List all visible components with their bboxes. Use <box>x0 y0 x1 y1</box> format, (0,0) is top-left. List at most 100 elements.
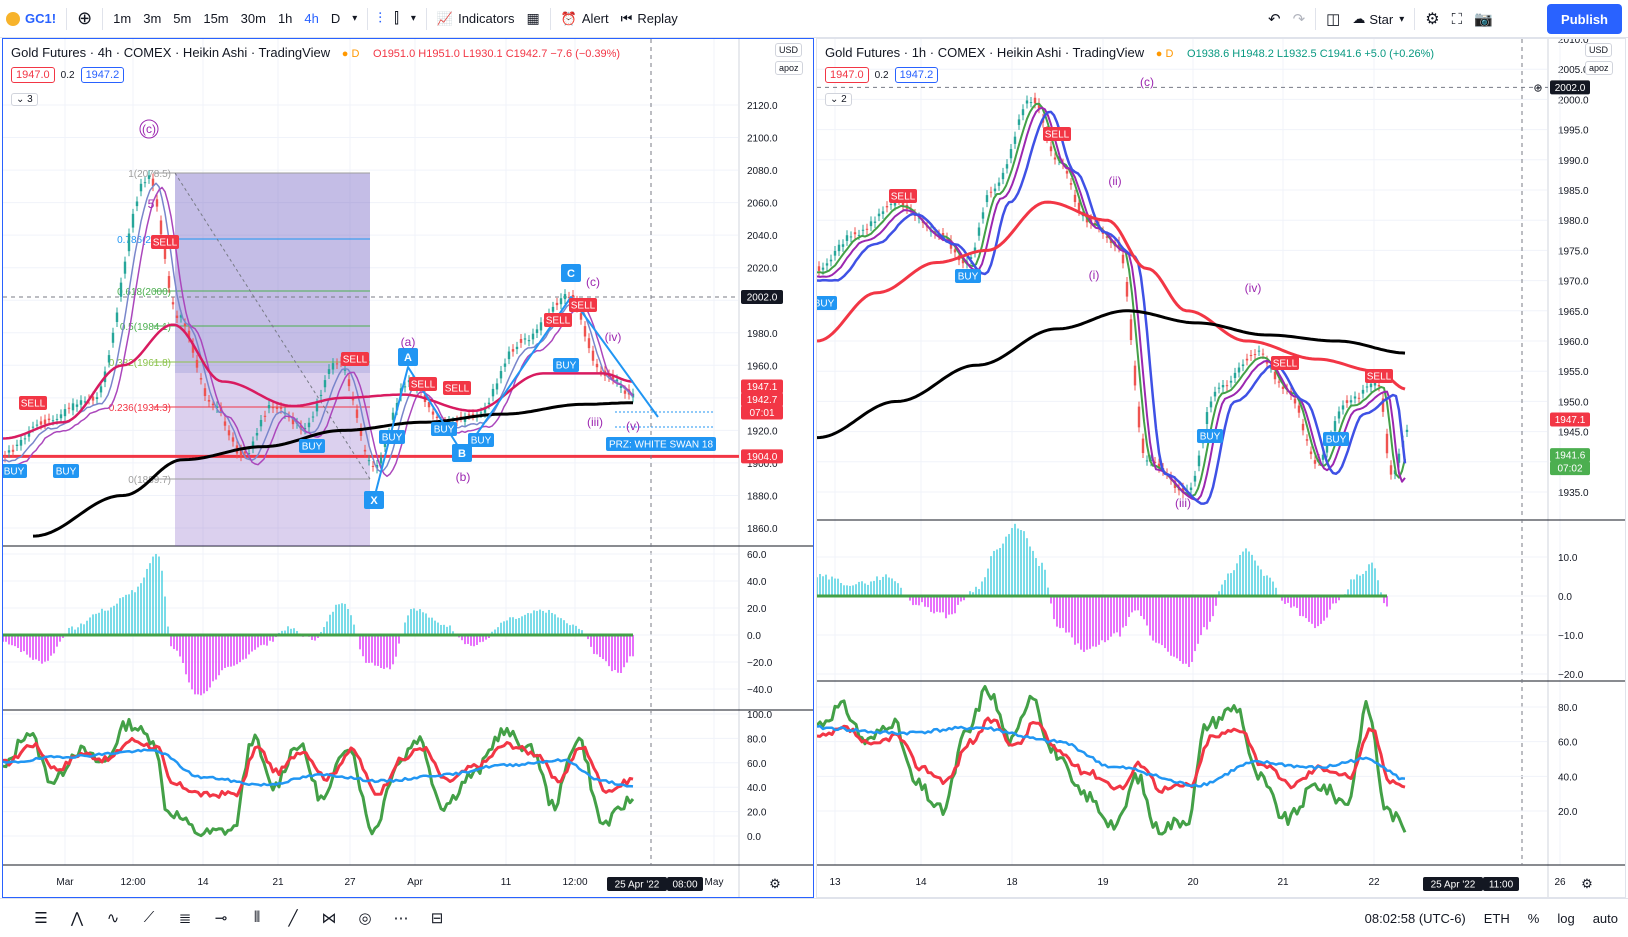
time-marker-bg <box>607 877 667 891</box>
left-indicator-toggle[interactable]: ⌄ 3 <box>11 93 38 106</box>
indicators-button[interactable]: 📈 Indicators <box>431 0 521 38</box>
right-buy-button[interactable]: 1947.2 <box>894 67 939 83</box>
price-candle <box>1233 372 1237 379</box>
session-toggle[interactable]: ETH <box>1483 910 1510 926</box>
signal-buy: BUY <box>556 361 577 372</box>
close-price-label: 1941.6 <box>1555 451 1586 462</box>
cycle-icon[interactable]: ◎ <box>358 909 372 927</box>
fullscreen-icon[interactable]: ⛶ <box>1451 10 1463 28</box>
gear-icon[interactable]: ⚙ <box>1425 11 1440 28</box>
price-candle <box>539 322 543 331</box>
left-chart-pane[interactable]: 2120.02100.02080.02060.02040.02020.02000… <box>2 38 814 898</box>
fib-icon[interactable]: ≣ <box>178 909 192 927</box>
chevron-down-icon[interactable]: ▾ <box>352 13 358 24</box>
price-candle <box>981 212 985 219</box>
right-indicator-toggle[interactable]: ⌄ 2 <box>825 93 852 106</box>
osc-tick: 0.0 <box>747 832 761 843</box>
price-candle <box>977 227 981 236</box>
log-toggle[interactable]: log <box>1557 910 1575 926</box>
price-candle <box>1017 119 1021 125</box>
signal-sell-bg <box>443 381 471 395</box>
time-marker-time: 11:00 <box>1489 880 1514 891</box>
undo-icon[interactable]: ↶ <box>1268 11 1281 28</box>
left-legend: Gold Futures · 4h · COMEX · Heikin Ashi … <box>11 45 620 60</box>
publish-button[interactable]: Publish <box>1547 4 1622 34</box>
left-chart-canvas[interactable]: 2120.02100.02080.02060.02040.02020.02000… <box>3 39 814 898</box>
auto-toggle[interactable]: auto <box>1592 910 1618 926</box>
interval-4h[interactable]: 4h <box>304 11 319 26</box>
right-chart-pane[interactable]: 2010.0 2005.0 2000.0 1995.0 1990.0 1985.0 1980… <box>816 38 1626 898</box>
price-candle <box>1209 401 1213 408</box>
chevron-down-icon[interactable]: ▾ <box>410 13 416 24</box>
interval-1m[interactable]: 1m <box>113 11 132 26</box>
trend-line-icon[interactable]: ⟋ <box>143 909 155 926</box>
bar-style-icon[interactable]: ⫶ <box>378 10 383 27</box>
projection-icon[interactable]: ⊟ <box>430 909 444 927</box>
price-candle <box>207 399 211 402</box>
price-candle <box>227 430 231 436</box>
candle-style-icon[interactable]: ⫿ <box>394 10 399 27</box>
fib-diagonal <box>174 172 371 480</box>
gold-logo-icon <box>6 11 20 26</box>
templates-icon[interactable]: ▦ <box>526 10 540 26</box>
wave-icon[interactable]: ∿ <box>106 909 120 927</box>
horizontal-line-icon[interactable]: ⊸ <box>214 909 228 927</box>
left-scale-mode-button[interactable]: apoz <box>775 61 803 75</box>
countdown-label-bg <box>1550 461 1590 476</box>
price-candle <box>623 390 627 394</box>
price-candle <box>865 228 869 230</box>
price-candle <box>271 407 275 409</box>
signal-buy: BUY <box>56 467 77 478</box>
interval-5m[interactable]: 5m <box>173 11 192 26</box>
menu-lines-icon[interactable]: ☰ <box>34 909 48 927</box>
price-candle <box>1293 398 1297 404</box>
right-sell-button[interactable]: 1947.0 <box>825 67 869 83</box>
camera-icon[interactable]: 📷 <box>1474 11 1493 28</box>
price-candle <box>869 221 873 227</box>
interval-3m[interactable]: 3m <box>143 11 162 26</box>
replay-button[interactable]: ⏮ Replay <box>615 0 684 38</box>
price-candle <box>1261 353 1265 355</box>
plus-icon[interactable]: ⊕ <box>77 8 93 28</box>
price-tick: 2080.0 <box>747 166 778 177</box>
percent-toggle[interactable]: % <box>1527 910 1540 926</box>
interval-1h[interactable]: 1h <box>277 11 293 26</box>
price-candle <box>619 385 623 388</box>
left-currency-button[interactable]: USD <box>775 43 803 57</box>
interval-15m[interactable]: 15m <box>203 11 229 26</box>
signal-sell-bg <box>889 189 917 203</box>
price-candle <box>1229 380 1233 383</box>
bars-pattern-icon[interactable]: ⦀ <box>253 909 261 926</box>
interval-30m[interactable]: 30m <box>240 11 266 26</box>
price-candle <box>263 415 267 417</box>
interval-d[interactable]: D <box>330 11 341 26</box>
right-currency-button[interactable]: USD <box>1585 43 1613 57</box>
xabcd-icon[interactable]: ⋈ <box>321 909 337 927</box>
price-candle <box>3 455 7 458</box>
price-tick: 1985.0 <box>1558 186 1589 197</box>
price-candle <box>495 383 499 390</box>
price-candle <box>1125 281 1129 297</box>
last-price-label-bg <box>741 379 783 394</box>
pattern-icon[interactable]: ⋀ <box>70 909 84 927</box>
left-buy-button[interactable]: 1947.2 <box>80 67 125 83</box>
price-candle <box>849 236 853 238</box>
left-sell-button[interactable]: 1947.0 <box>11 67 55 83</box>
price-candle <box>1025 100 1029 104</box>
price-candle <box>1257 350 1261 352</box>
alert-button[interactable]: ⏰ Alert <box>555 0 615 38</box>
forecast-icon[interactable]: ⋯ <box>393 909 409 927</box>
price-candle <box>255 433 259 436</box>
star-button[interactable]: ☁ Star ▾ <box>1346 0 1410 38</box>
ray-icon[interactable]: ╱ <box>288 909 298 927</box>
symbol-search[interactable]: GC1! <box>0 0 62 38</box>
right-scale-mode-button[interactable]: apoz <box>1585 61 1613 75</box>
price-candle <box>1337 411 1341 419</box>
wave-label: 5 <box>148 197 155 211</box>
price-candle <box>179 315 183 318</box>
redo-icon[interactable]: ↷ <box>1292 11 1306 28</box>
price-candle <box>199 378 203 380</box>
layout-icon[interactable]: ◫ <box>1326 11 1341 28</box>
right-chart-canvas[interactable]: 2010.02005.02000.01995.01990.01985.01980… <box>817 39 1626 898</box>
price-candle <box>319 394 323 397</box>
